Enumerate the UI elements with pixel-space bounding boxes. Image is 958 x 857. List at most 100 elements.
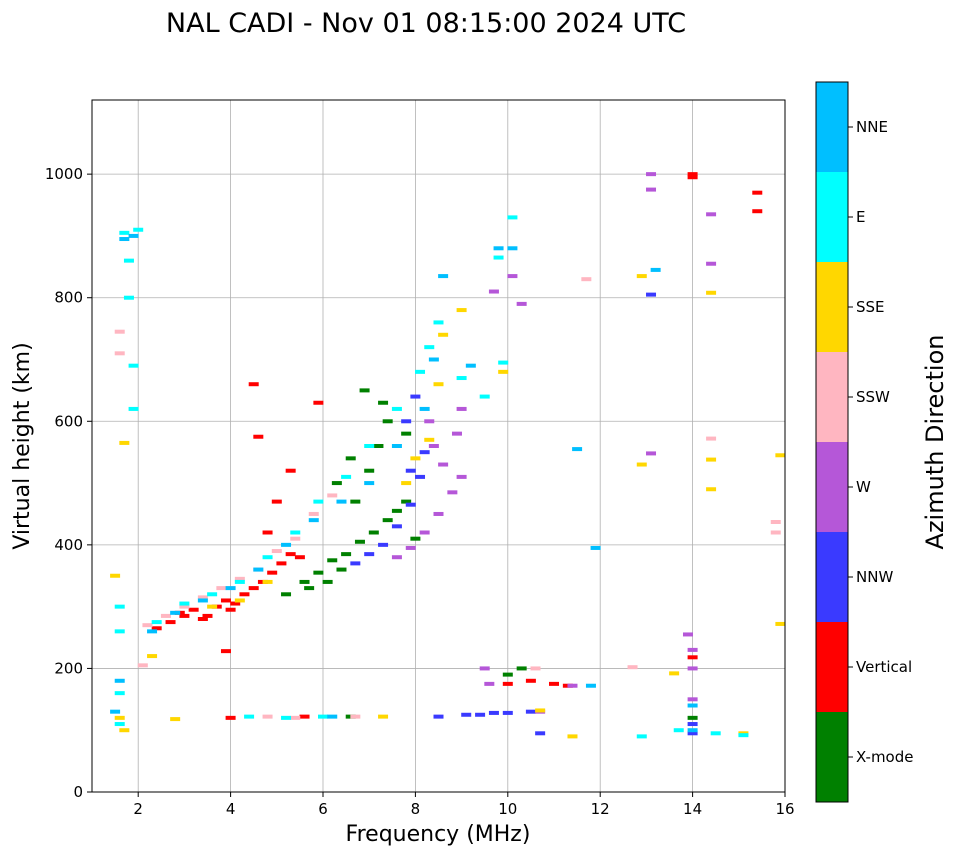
- echo-point-ssw: [350, 714, 361, 719]
- y-tick-label: 200: [54, 659, 83, 677]
- echo-point-nne: [364, 481, 375, 486]
- echo-point-vertical: [248, 586, 259, 591]
- colorbar-segment: [816, 622, 848, 712]
- colorbar-category-label: NNE: [856, 118, 888, 136]
- echo-point-x-mode: [304, 586, 315, 591]
- echo-point-x-mode: [322, 579, 333, 584]
- echo-point-e: [507, 215, 518, 220]
- colorbar-segment: [816, 262, 848, 352]
- echo-point-vertical: [687, 655, 698, 660]
- echo-point-e: [433, 320, 444, 325]
- echo-point-x-mode: [299, 579, 310, 584]
- echo-point-e: [456, 376, 467, 381]
- echo-point-w: [451, 431, 462, 436]
- echo-point-w: [484, 681, 495, 686]
- echo-point-e: [493, 255, 504, 260]
- echo-point-sse: [636, 274, 647, 279]
- echo-point-e: [128, 406, 139, 411]
- echo-point-nnw: [364, 552, 375, 557]
- echo-point-sse: [401, 481, 412, 486]
- echo-point-x-mode: [354, 539, 365, 544]
- echo-point-vertical: [271, 499, 282, 504]
- chart-title: NAL CADI - Nov 01 08:15:00 2024 UTC: [166, 8, 686, 39]
- echo-point-vertical: [502, 681, 513, 686]
- echo-point-vertical: [225, 715, 236, 720]
- echo-point-nne: [391, 444, 402, 448]
- echo-point-e: [151, 620, 162, 625]
- echo-point-w: [567, 683, 578, 688]
- echo-point-w: [687, 647, 698, 652]
- echo-point-w: [687, 666, 698, 671]
- echo-point-nne: [590, 545, 601, 550]
- echo-point-w: [706, 261, 717, 266]
- y-tick-label: 400: [54, 536, 83, 554]
- y-axis-ticks: 0 200 400 600 800 1000: [45, 165, 92, 801]
- echo-point-sse: [706, 457, 717, 462]
- plot-area-frame: [91, 99, 786, 793]
- echo-point-e: [415, 369, 426, 374]
- echo-point-nnw: [687, 722, 698, 727]
- echo-point-sse: [170, 717, 181, 722]
- echo-point-nnw: [419, 450, 430, 455]
- colorbar-frame: [815, 81, 849, 803]
- echo-point-nne: [465, 363, 476, 368]
- echo-point-e: [364, 444, 375, 448]
- echo-point-e: [234, 579, 245, 584]
- echo-point-vertical: [230, 601, 241, 606]
- echo-point-vertical: [276, 561, 287, 566]
- echo-point-vertical: [188, 607, 199, 612]
- echo-point-nne: [336, 499, 347, 504]
- echo-point-nnw: [488, 710, 499, 715]
- echo-point-e: [114, 604, 125, 609]
- echo-point-nnw: [525, 709, 536, 714]
- grid-lines: [92, 100, 785, 792]
- echo-point-e: [281, 715, 292, 720]
- echo-point-vertical: [202, 613, 213, 618]
- echo-point-vertical: [253, 434, 264, 439]
- echo-point-e: [424, 345, 435, 350]
- echo-point-ssw: [290, 715, 301, 720]
- echo-point-e: [119, 230, 130, 235]
- echo-point-nne: [687, 728, 698, 733]
- echo-point-x-mode: [327, 558, 338, 563]
- azimuth-colorbar: X-mode Vertical NNW W SSW SSE E NNE: [815, 81, 913, 803]
- echo-point-w: [428, 444, 439, 448]
- x-tick-label: 8: [411, 800, 421, 818]
- echo-point-w: [516, 301, 527, 306]
- echo-point-nnw: [461, 712, 472, 717]
- echo-point-nnw: [350, 561, 361, 566]
- echo-point-vertical: [225, 607, 236, 612]
- echo-point-vertical: [752, 190, 763, 195]
- echo-point-sse: [119, 440, 130, 445]
- echo-point-x-mode: [382, 419, 393, 424]
- echo-point-vertical: [299, 714, 310, 719]
- echo-point-vertical: [197, 617, 208, 621]
- echo-point-nnw: [687, 731, 698, 736]
- echo-point-vertical: [313, 400, 324, 405]
- echo-point-e: [479, 394, 490, 399]
- echo-point-x-mode: [345, 456, 356, 461]
- echo-point-e: [262, 555, 273, 560]
- x-tick-label: 12: [591, 800, 610, 818]
- echo-point-nnw: [646, 292, 657, 297]
- echo-point-x-mode: [281, 592, 292, 597]
- echo-point-e: [673, 728, 684, 733]
- echo-point-x-mode: [391, 508, 402, 513]
- data-points: [110, 172, 786, 739]
- echo-point-nne: [197, 598, 208, 603]
- echo-point-nne: [128, 233, 139, 238]
- echo-point-ssw: [262, 714, 273, 719]
- echo-point-vertical: [687, 172, 698, 177]
- echo-point-sse: [636, 462, 647, 467]
- y-tick-label: 0: [73, 783, 83, 801]
- echo-point-nne: [438, 274, 449, 279]
- echo-point-sse: [110, 573, 121, 578]
- echo-point-e: [114, 691, 125, 696]
- echo-point-sse: [410, 456, 421, 461]
- echo-point-vertical: [220, 649, 231, 654]
- colorbar-segment: [816, 352, 848, 442]
- colorbar-category-label: SSW: [856, 388, 890, 406]
- echo-point-vertical: [151, 626, 162, 631]
- echo-point-sse: [706, 487, 717, 492]
- colorbar-category-label: SSE: [856, 298, 885, 316]
